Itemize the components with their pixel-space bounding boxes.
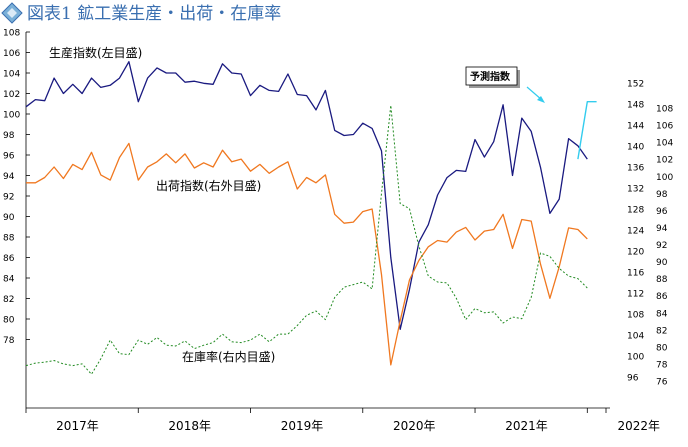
left-axis-ticks: 78 80 82 84 86 88 90 92 94 96 98 100 102 104 106 108	[3, 29, 30, 346]
right-outer-tick-label: 128	[627, 206, 644, 216]
left-tick-label: 96	[3, 152, 15, 162]
right-outer-tick-label: 132	[627, 185, 644, 195]
left-tick-label: 84	[3, 275, 15, 285]
right-outer-tick-label: 152	[627, 80, 644, 90]
left-tick-label: 86	[3, 254, 15, 264]
forecast-line	[577, 100, 597, 160]
production-line	[25, 61, 588, 330]
right-outer-tick-label: 124	[627, 227, 644, 237]
right-inner-tick-label: 102	[656, 156, 673, 166]
right-inner-tick-label: 104	[656, 139, 673, 149]
right-outer-tick-label: 120	[627, 248, 644, 258]
plot-frame	[25, 32, 610, 409]
left-tick-label: 106	[3, 49, 20, 59]
right-inner-tick-label: 88	[656, 275, 668, 285]
left-tick-label: 82	[3, 295, 14, 305]
right-outer-tick-label: 148	[627, 101, 644, 111]
right-outer-tick-label: 108	[627, 311, 644, 321]
right-inner-tick-label: 106	[656, 122, 673, 132]
production-annotation: 生産指数(左目盛)	[49, 45, 142, 60]
title-text: 図表1 鉱工業生産・出荷・在庫率	[27, 4, 281, 24]
left-tick-label: 80	[3, 316, 15, 326]
inventory-line	[25, 104, 588, 375]
right-outer-tick-label: 140	[627, 143, 644, 153]
left-tick-label: 90	[3, 213, 15, 223]
right-outer-tick-label: 96	[627, 374, 639, 384]
right-inner-tick-label: 82	[656, 326, 667, 336]
diamond-inner-icon	[7, 8, 17, 18]
right-inner-tick-label: 98	[656, 190, 668, 200]
right-outer-tick-label: 144	[627, 122, 644, 132]
right-outer-tick-label: 116	[627, 269, 644, 279]
left-tick-label: 100	[3, 111, 20, 121]
x-tick-label: 2018年	[168, 419, 211, 433]
right-inner-tick-label: 80	[656, 343, 668, 353]
left-tick-label: 92	[3, 193, 14, 203]
x-tick-label: 2017年	[56, 419, 99, 433]
forecast-callout-box	[465, 66, 518, 86]
x-tick-label: 2019年	[281, 419, 324, 433]
arrow-head-icon	[537, 96, 545, 103]
right-outer-tick-label: 104	[627, 332, 644, 342]
x-tick-label: 2022年	[617, 419, 660, 433]
right-outer-tick-label: 136	[627, 164, 644, 174]
left-tick-label: 102	[3, 90, 20, 100]
left-tick-label: 94	[3, 172, 15, 182]
right-inner-tick-label: 84	[656, 309, 668, 319]
shipments-annotation: 出荷指数(右外目盛)	[156, 178, 261, 193]
chart-title: 図表1 鉱工業生産・出荷・在庫率	[1, 2, 281, 24]
right-inner-tick-label: 100	[656, 173, 673, 183]
left-tick-label: 98	[3, 131, 15, 141]
forecast-callout: 予測指数	[465, 66, 545, 103]
series-layer	[25, 61, 597, 375]
inventory-annotation: 在庫率(右内目盛)	[182, 349, 275, 364]
left-tick-label: 78	[3, 336, 15, 346]
right-inner-tick-label: 90	[656, 258, 668, 268]
right-inner-tick-label: 86	[656, 292, 668, 302]
x-axis-ticks: 2017年 2018年 2019年 2020年 2021年 2022年	[25, 408, 660, 433]
right-inner-axis-ticks: 76 78 80 82 84 86 88 90 92 94 96 98 100 102 104 106 108	[656, 105, 673, 388]
right-inner-tick-label: 96	[656, 207, 668, 217]
right-inner-tick-label: 94	[656, 224, 668, 234]
left-tick-label: 108	[3, 29, 20, 39]
right-inner-tick-label: 108	[656, 105, 673, 115]
forecast-callout-text: 予測指数	[470, 70, 511, 83]
right-inner-tick-label: 76	[656, 378, 668, 388]
left-tick-label: 104	[3, 70, 20, 80]
left-tick-label: 88	[3, 234, 15, 244]
right-inner-tick-label: 78	[656, 360, 668, 370]
right-inner-tick-label: 92	[656, 241, 667, 251]
right-outer-axis-ticks: 96 100 104 108 112 116 120 124 128 132 136 140 144 14…	[627, 80, 644, 384]
right-outer-tick-label: 100	[627, 353, 644, 363]
shipments-line	[26, 142, 588, 366]
x-tick-label: 2021年	[505, 419, 548, 433]
right-outer-tick-label: 112	[627, 290, 644, 300]
x-tick-label: 2020年	[393, 419, 436, 433]
